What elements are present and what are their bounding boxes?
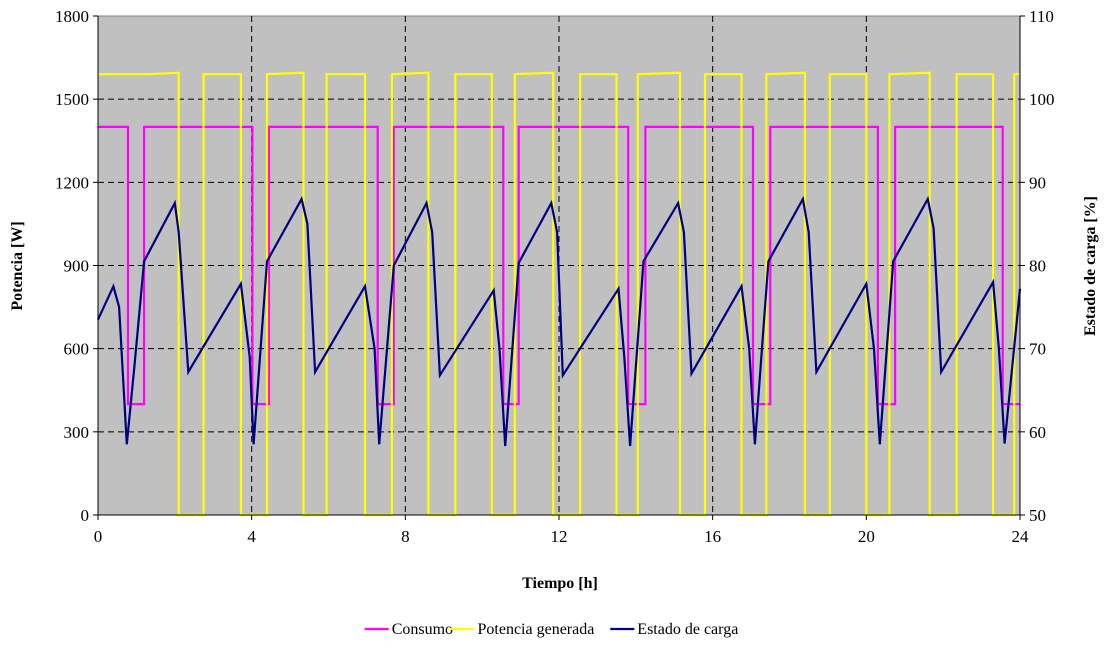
- y-tick-label: 900: [64, 257, 90, 276]
- y2-tick-label: 90: [1029, 173, 1046, 192]
- y-tick-label: 300: [64, 423, 90, 442]
- series-line-estado-de-carga: [97, 195, 1022, 447]
- y2-tick-label: 70: [1029, 340, 1046, 359]
- legend-label-consumo: Consumo: [392, 621, 453, 638]
- x-tick-label: 24: [1012, 527, 1030, 546]
- legend-label-estado-de-carga: Estado de carga: [637, 621, 738, 638]
- y-tick-label: 600: [64, 340, 90, 359]
- y2-tick-label: 100: [1029, 90, 1055, 109]
- y2-tick-label: 60: [1029, 423, 1046, 442]
- axes: 0 300 600 900 1200 1500 1800 50 60 70 80 90 100 110 0 4…: [55, 7, 1055, 546]
- x-tick-label: 12: [551, 527, 568, 546]
- y-tick-label: 0: [81, 506, 90, 525]
- y-axis-title: Potencia [W]: [9, 221, 26, 310]
- x-tick-label: 16: [704, 527, 721, 546]
- x-axis-title: Tiempo [h]: [522, 575, 598, 592]
- legend: Consumo Potencia generada Estado de carga: [364, 621, 738, 638]
- x-tick-label: 8: [401, 527, 410, 546]
- y2-tick-label: 50: [1029, 506, 1046, 525]
- x-tick-label: 20: [858, 527, 875, 546]
- y2-axis-title: Estado de carga [%]: [1082, 196, 1099, 336]
- y2-tick-label: 80: [1029, 257, 1046, 276]
- y-tick-label: 1800: [55, 7, 89, 26]
- y2-tick-label: 110: [1029, 7, 1054, 26]
- y-tick-label: 1500: [55, 90, 89, 109]
- y-tick-label: 1200: [55, 173, 89, 192]
- x-tick-label: 0: [94, 527, 103, 546]
- legend-label-potencia-generada: Potencia generada: [478, 621, 595, 638]
- x-tick-label: 4: [247, 527, 256, 546]
